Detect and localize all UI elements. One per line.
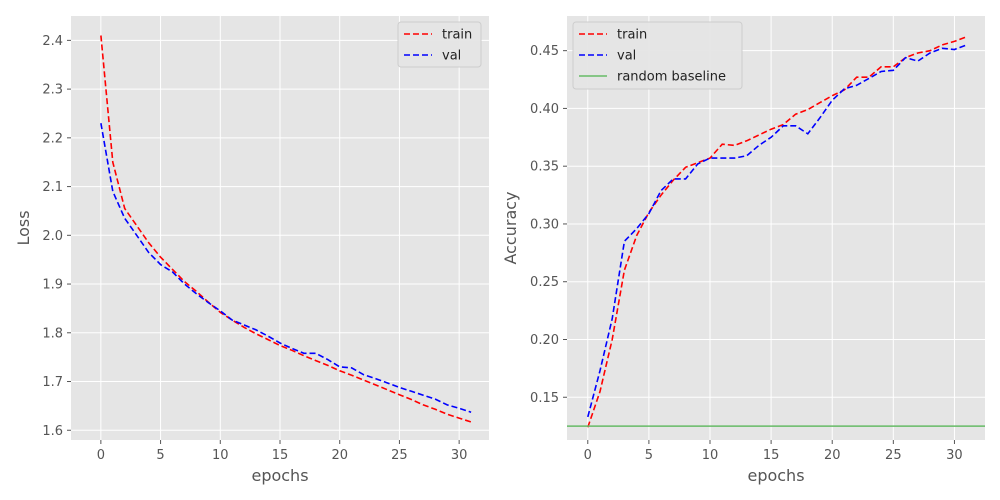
loss-legend: train val bbox=[397, 21, 482, 68]
accuracy-y-tick-label: 0.15 bbox=[530, 391, 559, 406]
accuracy-legend-box bbox=[572, 21, 743, 90]
loss-y-tick-label: 1.7 bbox=[42, 375, 63, 390]
loss-y-tick-label: 1.8 bbox=[42, 326, 63, 341]
accuracy-y-axis-label: Accuracy bbox=[501, 191, 520, 264]
loss-y-tick-label: 1.9 bbox=[42, 278, 63, 293]
accuracy-x-tick-label: 10 bbox=[702, 448, 719, 463]
loss-y-tick-label: 2.0 bbox=[42, 229, 63, 244]
accuracy-legend-label-val: val bbox=[617, 49, 636, 64]
loss-x-tick-label: 5 bbox=[156, 448, 164, 463]
loss-y-tick-label: 1.6 bbox=[42, 424, 63, 439]
accuracy-legend: train val random baseline bbox=[572, 21, 743, 90]
loss-y-tick-label: 2.4 bbox=[42, 34, 63, 49]
accuracy-y-tick-label: 0.40 bbox=[530, 102, 559, 117]
loss-x-tick-label: 30 bbox=[451, 448, 468, 463]
accuracy-x-tick-label: 25 bbox=[885, 448, 902, 463]
loss-train-line bbox=[100, 35, 472, 423]
loss-x-tick-label: 0 bbox=[97, 448, 105, 463]
accuracy-val-line bbox=[587, 44, 967, 418]
accuracy-x-tick-label: 15 bbox=[763, 448, 780, 463]
loss-y-tick-label: 2.2 bbox=[42, 131, 63, 146]
loss-grid bbox=[71, 16, 489, 440]
loss-x-axis-label: epochs bbox=[251, 466, 308, 485]
accuracy-legend-label-random-baseline: random baseline bbox=[617, 70, 726, 85]
accuracy-x-tick-label: 0 bbox=[584, 448, 592, 463]
accuracy-chart: 0 5 10 15 20 25 30 0.15 0.20 0.25 0.30 0.35 0.40 0.45… bbox=[501, 16, 985, 485]
loss-y-tick-label: 2.1 bbox=[42, 180, 63, 195]
accuracy-x-tick-label: 30 bbox=[946, 448, 963, 463]
loss-x-tick-label: 25 bbox=[391, 448, 408, 463]
loss-x-tick-label: 10 bbox=[212, 448, 229, 463]
accuracy-y-tick-label: 0.30 bbox=[530, 217, 559, 232]
accuracy-legend-label-train: train bbox=[617, 28, 647, 43]
loss-legend-label-val: val bbox=[442, 49, 461, 64]
loss-x-tick-label: 15 bbox=[272, 448, 289, 463]
accuracy-y-tick-label: 0.20 bbox=[530, 333, 559, 348]
loss-legend-label-train: train bbox=[442, 28, 472, 43]
loss-chart: 0 5 10 15 20 25 30 1.6 1.7 1.8 1.9 2.0 2.1 2.2 2.3 2.4 e… bbox=[14, 16, 489, 485]
accuracy-y-tick-label: 0.35 bbox=[530, 160, 559, 175]
loss-y-axis-label: Loss bbox=[14, 210, 33, 245]
loss-x-tick-label: 20 bbox=[331, 448, 348, 463]
accuracy-x-tick-label: 20 bbox=[824, 448, 841, 463]
accuracy-x-axis-label: epochs bbox=[747, 466, 804, 485]
loss-val-line bbox=[100, 123, 472, 413]
accuracy-y-tick-label: 0.45 bbox=[530, 44, 559, 59]
accuracy-x-tick-label: 5 bbox=[645, 448, 653, 463]
accuracy-y-tick-label: 0.25 bbox=[530, 275, 559, 290]
loss-y-tick-label: 2.3 bbox=[42, 83, 63, 98]
